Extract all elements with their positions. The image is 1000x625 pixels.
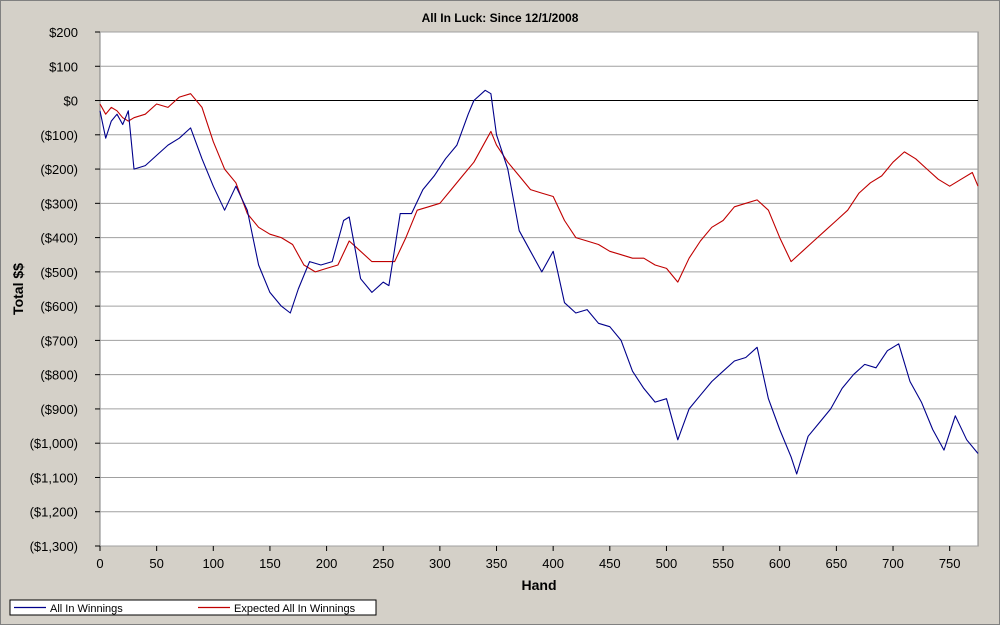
y-tick-label: ($600)	[40, 299, 78, 314]
y-axis-ticks: $200 $100 $0 ($100) ($200) ($300) ($400) ($500)…	[30, 25, 100, 554]
y-tick-label: ($1,000)	[30, 436, 78, 451]
x-tick-label: 50	[149, 556, 163, 571]
x-tick-label: 150	[259, 556, 281, 571]
plot-area	[99, 31, 979, 547]
y-tick-label: ($100)	[40, 128, 78, 143]
x-tick-label: 350	[486, 556, 508, 571]
x-tick-label: 100	[202, 556, 224, 571]
x-axis-ticks: 0 50 100 150 200 250 300 350 400 450 500 550 600 650 7…	[96, 546, 961, 571]
x-tick-label: 400	[542, 556, 564, 571]
x-tick-label: 300	[429, 556, 451, 571]
y-tick-label: ($700)	[40, 333, 78, 348]
x-tick-label: 250	[372, 556, 394, 571]
legend-items: All In Winnings Expected All In Winnings	[14, 603, 356, 615]
y-tick-label: ($800)	[40, 368, 78, 383]
x-tick-label: 500	[656, 556, 678, 571]
y-tick-label: ($900)	[40, 402, 78, 417]
chart-title: All In Luck: Since 12/1/2008	[422, 11, 579, 25]
x-tick-label: 0	[96, 556, 103, 571]
y-tick-label: ($400)	[40, 231, 78, 246]
x-tick-label: 750	[939, 556, 961, 571]
legend-label: All In Winnings	[50, 603, 123, 615]
y-tick-label: ($1,300)	[30, 539, 78, 554]
x-tick-label: 200	[316, 556, 338, 571]
y-axis-label: Total $$	[10, 263, 26, 315]
y-tick-label: ($1,200)	[30, 505, 78, 520]
y-tick-label: $0	[64, 94, 78, 109]
y-tick-label: ($300)	[40, 196, 78, 211]
x-tick-label: 700	[882, 556, 904, 571]
x-tick-label: 600	[769, 556, 791, 571]
y-tick-label: ($500)	[40, 265, 78, 280]
y-tick-label: $200	[49, 25, 78, 40]
series-lines	[99, 89, 979, 475]
y-tick-label: $100	[49, 59, 78, 74]
series-line-all-in-winnings	[99, 89, 979, 475]
gridlines	[100, 31, 978, 547]
legend	[9, 599, 377, 616]
series-line-expected-all-in-winnings	[99, 93, 979, 283]
legend-label: Expected All In Winnings	[234, 603, 356, 615]
x-tick-label: 550	[712, 556, 734, 571]
x-axis-label: Hand	[522, 577, 557, 593]
y-tick-label: ($200)	[40, 162, 78, 177]
x-tick-label: 450	[599, 556, 621, 571]
y-tick-label: ($1,100)	[30, 470, 78, 485]
x-tick-label: 650	[826, 556, 848, 571]
